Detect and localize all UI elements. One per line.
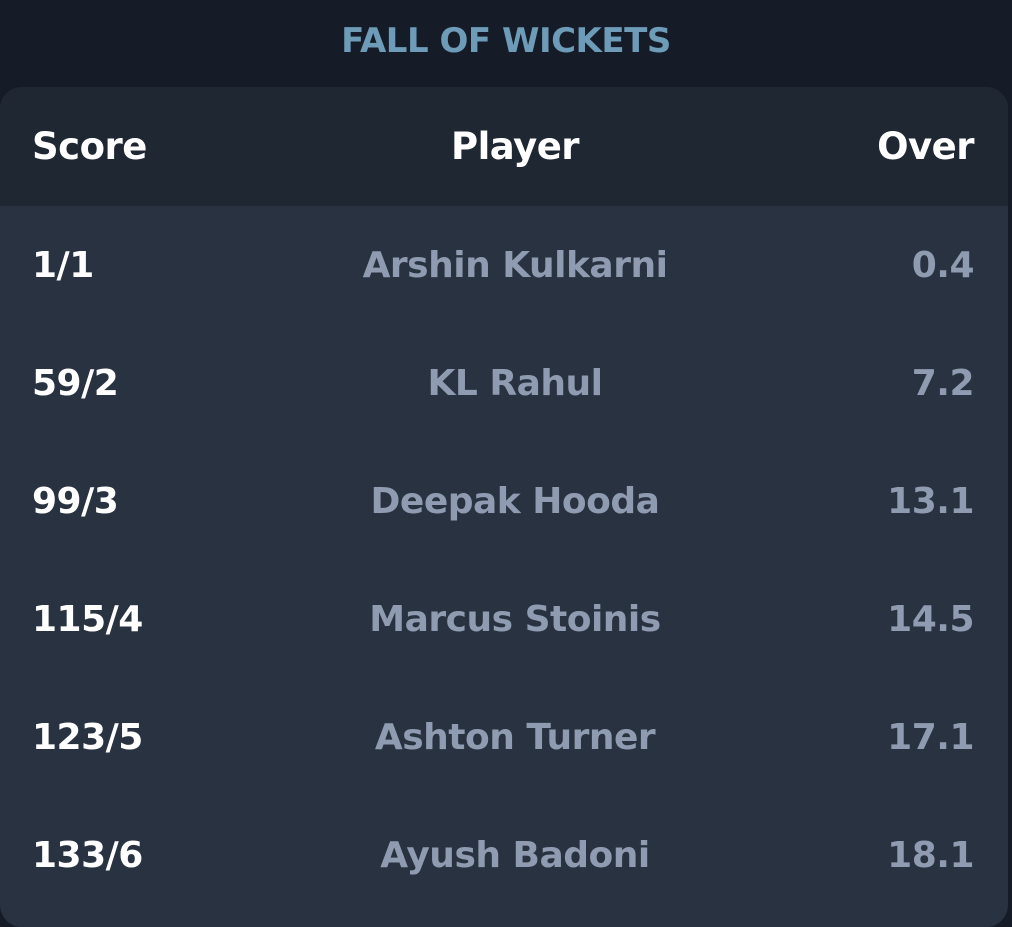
section-title: FALL OF WICKETS xyxy=(341,21,671,61)
wicket-score: 115/4 xyxy=(32,598,143,640)
player-column-header: Player xyxy=(450,125,580,168)
wicket-over: 7.2 xyxy=(911,362,975,404)
table-row: 1/1 Arshin Kulkarni 0.4 xyxy=(0,206,1008,324)
wicket-score: 99/3 xyxy=(32,480,119,522)
wicket-score: 1/1 xyxy=(32,244,94,286)
player-name: Marcus Stoinis xyxy=(369,598,661,640)
over-column-header: Over xyxy=(877,125,974,168)
table-row: 123/5 Ashton Turner 17.1 xyxy=(0,678,1008,796)
fall-of-wickets-table: Score Player Over 1/1 Arshin Kulkarni 0.… xyxy=(0,87,1008,927)
wicket-over: 17.1 xyxy=(887,716,974,758)
wicket-score: 133/6 xyxy=(32,834,143,876)
wicket-score: 59/2 xyxy=(32,362,119,404)
player-name: Ashton Turner xyxy=(374,716,656,758)
wicket-score: 123/5 xyxy=(32,716,143,758)
table-header-row: Score Player Over xyxy=(0,87,1008,206)
player-name: Ayush Badoni xyxy=(380,834,650,876)
wicket-over: 18.1 xyxy=(887,834,974,876)
wicket-over: 0.4 xyxy=(911,244,975,286)
table-row: 133/6 Ayush Badoni 18.1 xyxy=(0,796,1008,914)
player-name: Deepak Hooda xyxy=(370,480,660,522)
player-name: KL Rahul xyxy=(427,362,603,404)
wicket-over: 13.1 xyxy=(887,480,974,522)
table-row: 59/2 KL Rahul 7.2 xyxy=(0,324,1008,442)
wicket-over: 14.5 xyxy=(887,598,974,640)
table-row: 115/4 Marcus Stoinis 14.5 xyxy=(0,560,1008,678)
score-column-header: Score xyxy=(32,125,147,168)
table-row: 99/3 Deepak Hooda 13.1 xyxy=(0,442,1008,560)
player-name: Arshin Kulkarni xyxy=(362,244,668,286)
